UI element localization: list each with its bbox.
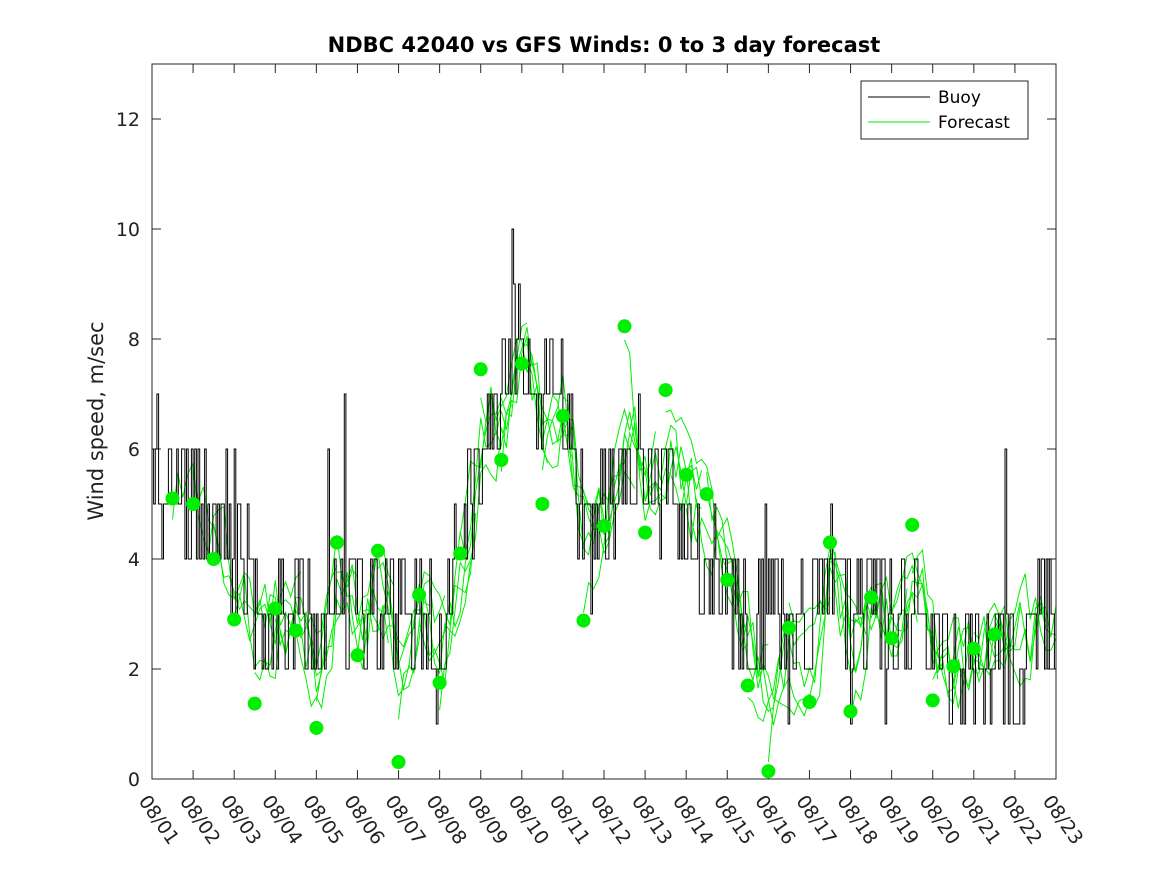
forecast-line: [747, 546, 867, 723]
forecast-marker: [576, 613, 591, 628]
forecast-marker: [165, 491, 180, 506]
legend-buoy-label: Buoy: [938, 88, 981, 108]
forecast-line: [377, 513, 477, 691]
forecast-marker: [391, 755, 406, 769]
forecast-marker: [781, 620, 796, 635]
forecast-line: [336, 551, 446, 698]
forecast-marker: [987, 627, 1002, 642]
forecast-marker: [946, 659, 961, 674]
forecast-marker: [802, 695, 817, 709]
forecast-marker: [268, 601, 283, 616]
forecast-marker: [597, 519, 611, 533]
forecast-marker: [555, 409, 570, 423]
forecast-line: [254, 535, 358, 682]
forecast-marker: [453, 546, 468, 561]
forecast-marker: [309, 720, 324, 735]
forecast-line: [233, 565, 338, 669]
forecast-marker: [412, 587, 427, 602]
series-layer: [152, 228, 1057, 762]
forecast-line: [418, 322, 528, 662]
forecast-marker: [905, 517, 920, 532]
forecast-marker: [494, 453, 509, 467]
y-tick-label: 10: [116, 219, 140, 241]
forecast-marker: [823, 535, 837, 550]
forecast-marker: [761, 764, 776, 779]
y-tick-label: 8: [128, 329, 140, 351]
forecast-marker: [329, 535, 344, 550]
y-tick-label: 0: [128, 769, 140, 791]
forecast-marker: [679, 467, 694, 482]
forecast-line: [706, 472, 810, 716]
legend-box: [860, 80, 1029, 140]
forecast-line: [850, 552, 964, 720]
chart-title: NDBC 42040 vs GFS Winds: 0 to 3 day fore…: [328, 33, 881, 57]
forecast-line: [357, 561, 471, 685]
legend: Buoy Forecast: [860, 80, 1029, 140]
forecast-marker: [535, 497, 550, 511]
y-tick-label: 6: [128, 439, 140, 461]
forecast-marker: [843, 704, 858, 719]
forecast-line: [644, 424, 749, 651]
forecast-marker: [186, 497, 201, 511]
forecast-marker: [227, 612, 242, 627]
forecast-line: [726, 546, 831, 726]
forecast-marker: [617, 319, 632, 334]
forecast-marker: [864, 590, 879, 605]
y-axis-label: Wind speed, m/sec: [84, 321, 108, 520]
plot-frame: [151, 63, 1057, 780]
forecast-marker: [350, 648, 365, 663]
forecast-markers: [165, 319, 1002, 779]
forecast-line: [315, 583, 430, 702]
y-tick-label: 12: [116, 109, 140, 131]
forecast-marker: [514, 356, 529, 371]
forecast-marker: [699, 487, 714, 502]
forecast-marker: [720, 572, 735, 587]
plot-area: [152, 64, 1056, 779]
legend-forecast-label: Forecast: [938, 113, 1010, 133]
forecast-marker: [206, 552, 221, 566]
forecast-line: [172, 461, 292, 642]
y-tick-label: 4: [128, 549, 140, 571]
forecast-marker: [371, 543, 385, 558]
forecast-marker: [884, 631, 899, 646]
axis-ticks: [151, 64, 1057, 780]
forecast-marker: [925, 693, 940, 708]
forecast-marker: [247, 696, 262, 711]
buoy-line: [152, 228, 1057, 725]
forecast-line: [583, 431, 702, 613]
y-tick-label: 2: [128, 659, 140, 681]
forecast-marker: [288, 623, 303, 638]
forecast-marker: [740, 678, 755, 693]
forecast-line: [603, 422, 703, 546]
forecast-marker: [432, 675, 447, 690]
forecast-marker: [658, 383, 673, 398]
forecast-marker: [473, 362, 488, 377]
forecast-marker: [966, 641, 981, 656]
forecast-marker: [638, 525, 653, 540]
